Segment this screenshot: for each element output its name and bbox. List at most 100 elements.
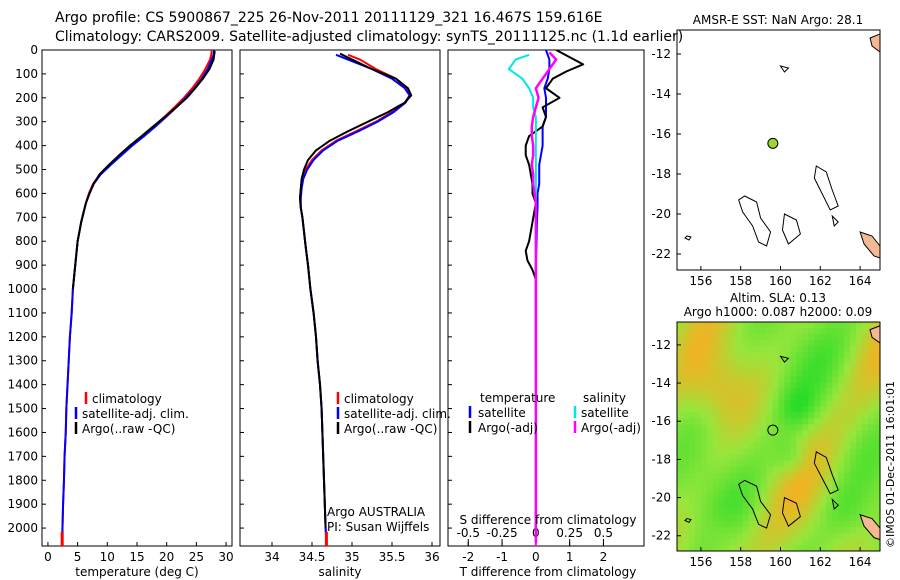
- sla-cell: [718, 406, 726, 413]
- sla-cell: [742, 502, 750, 510]
- sla-cell: [736, 322, 744, 329]
- sla-cell: [700, 328, 708, 335]
- sla-cell: [850, 520, 857, 528]
- sla-cell: [784, 376, 792, 383]
- sla-cell: [766, 460, 774, 468]
- sla-cell: [712, 496, 720, 504]
- sla-cell: [778, 430, 786, 438]
- sla-cell: [772, 514, 780, 522]
- sla-cell: [826, 412, 833, 420]
- sla-cell: [844, 418, 851, 426]
- sla-cell: [814, 388, 821, 395]
- sla-cell: [754, 514, 762, 522]
- sla-cell: [796, 502, 803, 510]
- x-tick-label: 20: [159, 550, 174, 564]
- sla-cell: [730, 508, 738, 516]
- sla-cell: [742, 472, 750, 480]
- sla-cell: [682, 358, 690, 365]
- sla-cell: [724, 466, 732, 474]
- lat-tick-label: -22: [651, 247, 671, 261]
- sla-cell: [820, 472, 827, 480]
- sla-cell: [730, 370, 738, 377]
- y-tick-label: 1200: [7, 330, 38, 344]
- sla-cell: [838, 532, 845, 540]
- sla-cell: [844, 322, 851, 329]
- sla-cell: [694, 478, 702, 486]
- sla-cell: [724, 406, 732, 413]
- sla-cell: [706, 322, 714, 329]
- sla-cell: [730, 442, 738, 450]
- sla-cell: [868, 496, 875, 504]
- sla-cell: [748, 466, 756, 474]
- sla-cell: [724, 478, 732, 486]
- sla-cell: [772, 406, 780, 413]
- sla-cell: [796, 478, 803, 486]
- sla-cell: [820, 484, 827, 492]
- sla-cell: [784, 340, 792, 347]
- sla-cell: [760, 532, 768, 540]
- sla-cell: [784, 412, 792, 420]
- sla-cell: [862, 526, 869, 534]
- sla-cell: [754, 358, 762, 365]
- sla-cell: [772, 340, 780, 347]
- x-tick-label: -1: [496, 550, 508, 564]
- sla-cell: [688, 532, 696, 540]
- sla-cell: [826, 532, 833, 540]
- sla-cell: [832, 442, 839, 450]
- sla-cell: [802, 502, 809, 510]
- sla-cell: [706, 424, 714, 432]
- sla-cell: [700, 466, 708, 474]
- lon-tick-label: 158: [729, 274, 752, 288]
- sla-cell: [754, 370, 762, 377]
- sla-cell: [748, 352, 756, 359]
- sla-cell: [772, 436, 780, 444]
- lon-tick-label: 156: [689, 274, 712, 288]
- sla-cell: [862, 436, 869, 444]
- sla-cell: [838, 382, 845, 389]
- sla-cell: [856, 334, 863, 341]
- sla-cell: [712, 508, 720, 516]
- sla-cell: [814, 502, 821, 510]
- island-outline: [781, 496, 801, 527]
- sla-cell: [677, 322, 684, 329]
- sla-cell: [826, 370, 833, 377]
- sla-cell: [748, 328, 756, 335]
- sla-cell: [790, 448, 798, 456]
- sla-cell: [862, 322, 869, 329]
- sla-cell: [796, 520, 803, 528]
- sla-cell: [808, 424, 815, 432]
- sla-cell: [706, 484, 714, 492]
- sla-cell: [736, 400, 744, 407]
- sla-cell: [724, 340, 732, 347]
- sla-cell: [778, 418, 786, 426]
- sla-cell: [772, 358, 780, 365]
- sla-cell: [718, 526, 726, 534]
- sla-cell: [742, 394, 750, 401]
- sla-cell: [844, 334, 851, 341]
- sla-cell: [724, 424, 732, 432]
- sla-cell: [742, 382, 750, 389]
- sla-cell: [796, 430, 803, 438]
- sla-cell: [820, 352, 827, 359]
- sla-cell: [712, 346, 720, 353]
- y-tick-label: 2000: [7, 521, 38, 535]
- sla-cell: [832, 364, 839, 371]
- sla-cell: [760, 538, 768, 546]
- sla-cell: [748, 448, 756, 456]
- temperature-axes: [41, 49, 233, 547]
- sla-cell: [754, 376, 762, 383]
- sla-cell: [808, 544, 815, 551]
- sla-cell: [832, 370, 839, 377]
- sla-cell: [688, 490, 696, 498]
- sla-cell: [760, 406, 768, 413]
- sla-cell: [850, 394, 857, 401]
- sla-cell: [772, 520, 780, 528]
- sla-cell: [694, 538, 702, 546]
- y-tick-label: 700: [15, 210, 38, 224]
- sla-cell: [682, 412, 690, 420]
- sla-cell: [718, 472, 726, 480]
- sla-cell: [748, 436, 756, 444]
- lat-tick-label: -18: [651, 167, 671, 181]
- sla-cell: [820, 334, 827, 341]
- y-tick-label: 300: [15, 115, 38, 129]
